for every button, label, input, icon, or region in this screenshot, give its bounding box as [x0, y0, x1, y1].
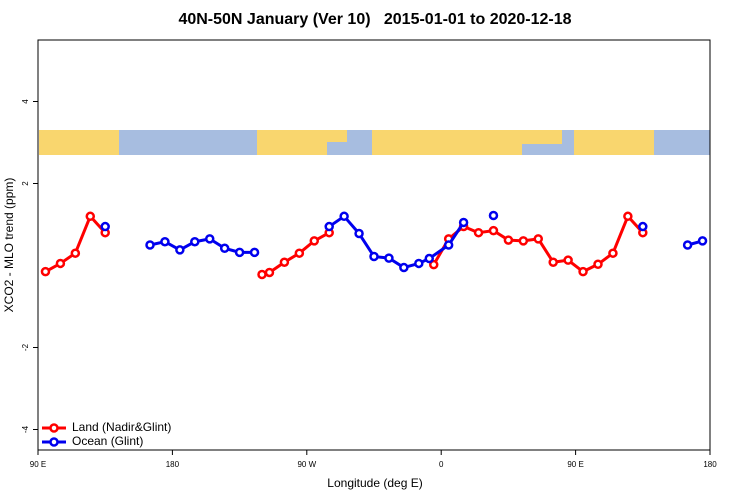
- data-point: [443, 240, 454, 250]
- legend-label: Land (Nadir&Glint): [72, 420, 171, 434]
- data-point: [175, 245, 185, 255]
- data-point: [309, 236, 320, 246]
- data-point: [160, 236, 170, 247]
- data-point: [682, 240, 693, 250]
- map-strip: [39, 130, 710, 155]
- data-point: [249, 247, 260, 258]
- data-point: [593, 259, 603, 270]
- data-point: [638, 221, 648, 232]
- x-tick-label: 180: [703, 460, 717, 469]
- data-point: [219, 243, 230, 254]
- data-point: [339, 211, 349, 222]
- data-point: [488, 225, 499, 236]
- data-point: [608, 248, 618, 258]
- data-point: [518, 236, 529, 246]
- x-tick-label: 90 W: [297, 460, 316, 469]
- data-point: [488, 210, 499, 221]
- data-point: [190, 236, 200, 247]
- x-tick-label: 90 E: [30, 460, 46, 469]
- data-point: [55, 258, 66, 269]
- legend-marker: [49, 423, 59, 433]
- data-point: [234, 247, 245, 258]
- data-point: [145, 240, 155, 250]
- data-point: [70, 248, 81, 258]
- data-point: [533, 234, 544, 244]
- data-point: [424, 253, 435, 264]
- data-point: [623, 211, 633, 222]
- data-point: [279, 257, 290, 267]
- data-point: [40, 266, 51, 277]
- data-point: [548, 257, 558, 267]
- plot-frame: [37, 39, 711, 451]
- x-tick-label: 90 E: [567, 460, 583, 469]
- legend-label: Ocean (Glint): [72, 434, 143, 448]
- data-point: [85, 211, 96, 222]
- data-point: [563, 255, 573, 265]
- data-point: [399, 262, 409, 273]
- data-point: [204, 234, 215, 244]
- y-tick-label: -4: [21, 425, 30, 433]
- data-point: [264, 267, 275, 278]
- chart-title: 40N-50N January (Ver 10) 2015-01-01 to 2…: [178, 11, 571, 28]
- data-point: [458, 217, 469, 228]
- data-point: [384, 253, 394, 263]
- legend-marker: [49, 437, 59, 447]
- data-point: [578, 266, 588, 277]
- data-point: [294, 248, 305, 258]
- x-axis-label: Longitude (deg E): [327, 476, 422, 490]
- data-point: [414, 258, 424, 269]
- data-point: [354, 228, 364, 239]
- data-point: [100, 221, 110, 232]
- x-tick-label: 0: [439, 460, 444, 469]
- data-point: [324, 221, 334, 232]
- y-axis-label: XCO2 - MLO trend (ppm): [2, 178, 16, 313]
- data-point: [503, 235, 514, 245]
- data-point: [428, 259, 439, 270]
- y-tick-label: -2: [21, 343, 30, 351]
- y-tick-label: 2: [21, 181, 30, 186]
- x-tick-label: 180: [166, 460, 180, 469]
- data-point: [697, 236, 708, 246]
- data-point: [257, 269, 267, 280]
- data-point: [473, 227, 484, 238]
- y-tick-label: 4: [21, 99, 30, 104]
- data-point: [369, 251, 379, 262]
